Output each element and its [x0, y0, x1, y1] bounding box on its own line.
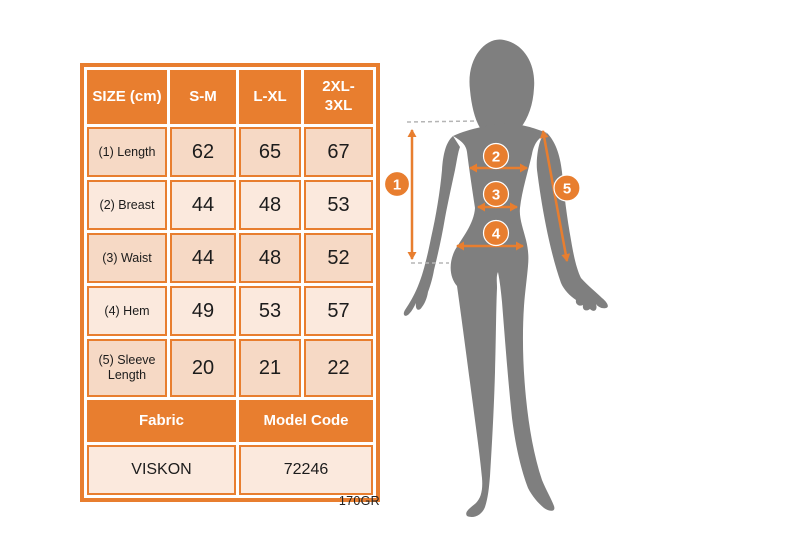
row-label-hem: (4) Hem [87, 286, 167, 336]
marker-badge-1: 1 [383, 170, 411, 198]
svg-text:4: 4 [492, 226, 501, 243]
header-l-xl: L-XL [239, 70, 301, 124]
table-row: (4) Hem 49 53 57 [87, 286, 373, 336]
sleeve-2xl-3xl: 22 [304, 339, 373, 397]
dashed-guide-top [406, 120, 478, 123]
sleeve-s-m: 20 [170, 339, 236, 397]
svg-text:1: 1 [393, 177, 401, 194]
header-size-cm: SIZE (cm) [87, 70, 167, 124]
table-row: (5) Sleeve Length 20 21 22 [87, 339, 373, 397]
svg-text:5: 5 [563, 181, 571, 198]
row-label-waist: (3) Waist [87, 233, 167, 283]
table-footer-header-row: Fabric Model Code [87, 400, 373, 442]
hem-s-m: 49 [170, 286, 236, 336]
row-label-breast: (2) Breast [87, 180, 167, 230]
table-row: (2) Breast 44 48 53 [87, 180, 373, 230]
row-label-sleeve-length: (5) Sleeve Length [87, 339, 167, 397]
body-silhouette-icon [403, 39, 608, 517]
marker-badge-4: 4 [482, 219, 510, 247]
svg-text:3: 3 [492, 187, 500, 204]
waist-l-xl: 48 [239, 233, 301, 283]
sleeve-l-xl: 21 [239, 339, 301, 397]
length-l-xl: 65 [239, 127, 301, 177]
fabric-weight-note: 170GR [338, 494, 380, 508]
table-header-row: SIZE (cm) S-M L-XL 2XL-3XL [87, 70, 373, 124]
waist-2xl-3xl: 52 [304, 233, 373, 283]
table-row: (3) Waist 44 48 52 [87, 233, 373, 283]
marker-badge-2: 2 [482, 142, 510, 170]
size-table: SIZE (cm) S-M L-XL 2XL-3XL (1) Length 62… [80, 63, 380, 502]
length-s-m: 62 [170, 127, 236, 177]
header-2xl-3xl: 2XL-3XL [304, 70, 373, 124]
marker-badge-5: 5 [553, 174, 581, 202]
header-s-m: S-M [170, 70, 236, 124]
fabric-value: VISKON [87, 445, 236, 495]
row-label-length: (1) Length [87, 127, 167, 177]
table-row: (1) Length 62 65 67 [87, 127, 373, 177]
fabric-header: Fabric [87, 400, 236, 442]
breast-s-m: 44 [170, 180, 236, 230]
table-footer-value-row: VISKON 72246 [87, 445, 373, 495]
sleeve-arrow [539, 130, 571, 262]
length-2xl-3xl: 67 [304, 127, 373, 177]
model-code-header: Model Code [239, 400, 373, 442]
breast-l-xl: 48 [239, 180, 301, 230]
breast-2xl-3xl: 53 [304, 180, 373, 230]
model-code-value: 72246 [239, 445, 373, 495]
svg-text:2: 2 [492, 149, 500, 166]
marker-badge-3: 3 [482, 180, 510, 208]
waist-s-m: 44 [170, 233, 236, 283]
hem-l-xl: 53 [239, 286, 301, 336]
hem-2xl-3xl: 57 [304, 286, 373, 336]
